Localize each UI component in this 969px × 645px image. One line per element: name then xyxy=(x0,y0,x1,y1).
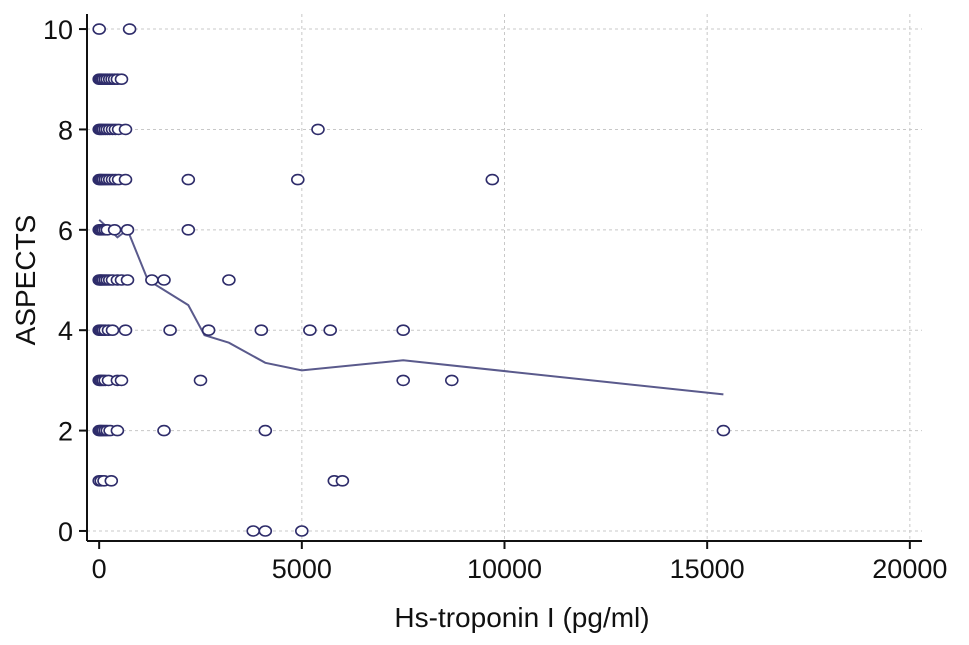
axes xyxy=(79,14,922,549)
data-point xyxy=(118,173,133,186)
data-point xyxy=(107,224,122,236)
data-point xyxy=(335,474,350,487)
data-point xyxy=(193,374,208,387)
data-point xyxy=(716,424,731,437)
y-tick-label: 10 xyxy=(43,15,73,45)
fit-line xyxy=(98,219,724,396)
data-point xyxy=(181,173,196,186)
data-point xyxy=(145,274,159,286)
x-tick-label: 20000 xyxy=(872,554,947,584)
data-point xyxy=(323,324,338,337)
tick-labels: 0 5000 10000 15000 20000 0 2 4 6 8 10 xyxy=(43,15,947,584)
x-axis-label: Hs-troponin I (pg/ml) xyxy=(394,602,649,633)
data-point xyxy=(122,23,137,35)
data-point xyxy=(485,173,500,186)
data-point xyxy=(311,123,325,136)
x-tick-label: 5000 xyxy=(272,554,332,584)
data-point xyxy=(157,424,171,437)
y-tick-label: 6 xyxy=(58,216,73,246)
data-point xyxy=(444,374,459,387)
y-tick-label: 0 xyxy=(58,517,73,547)
data-point xyxy=(258,525,273,537)
data-point xyxy=(181,224,196,236)
fit-line-group xyxy=(98,219,724,396)
data-point xyxy=(396,374,411,387)
data-point xyxy=(118,324,133,337)
data-points xyxy=(92,23,731,537)
x-tick-label: 0 xyxy=(92,554,107,584)
data-point xyxy=(294,525,309,537)
data-point xyxy=(120,274,135,286)
data-point xyxy=(303,324,317,337)
data-point xyxy=(222,274,236,286)
data-point xyxy=(254,324,269,337)
data-point xyxy=(105,324,120,337)
data-point xyxy=(163,324,177,337)
data-point xyxy=(92,23,106,35)
data-point xyxy=(258,424,273,437)
data-point xyxy=(114,73,129,85)
x-tick-label: 10000 xyxy=(467,554,542,584)
data-point xyxy=(104,474,119,487)
data-point xyxy=(290,173,305,186)
data-point xyxy=(246,525,260,537)
data-point xyxy=(110,424,125,437)
y-tick-label: 8 xyxy=(58,115,73,145)
data-point xyxy=(157,274,171,286)
y-tick-label: 2 xyxy=(58,417,73,447)
x-tick-label: 15000 xyxy=(670,554,745,584)
data-point xyxy=(201,324,216,337)
y-axis-label: ASPECTS xyxy=(10,215,41,346)
y-tick-label: 4 xyxy=(58,316,73,346)
data-point xyxy=(114,374,129,387)
data-point xyxy=(118,123,133,136)
data-point xyxy=(396,324,411,337)
grid-lines xyxy=(87,14,922,541)
data-point xyxy=(120,224,135,236)
